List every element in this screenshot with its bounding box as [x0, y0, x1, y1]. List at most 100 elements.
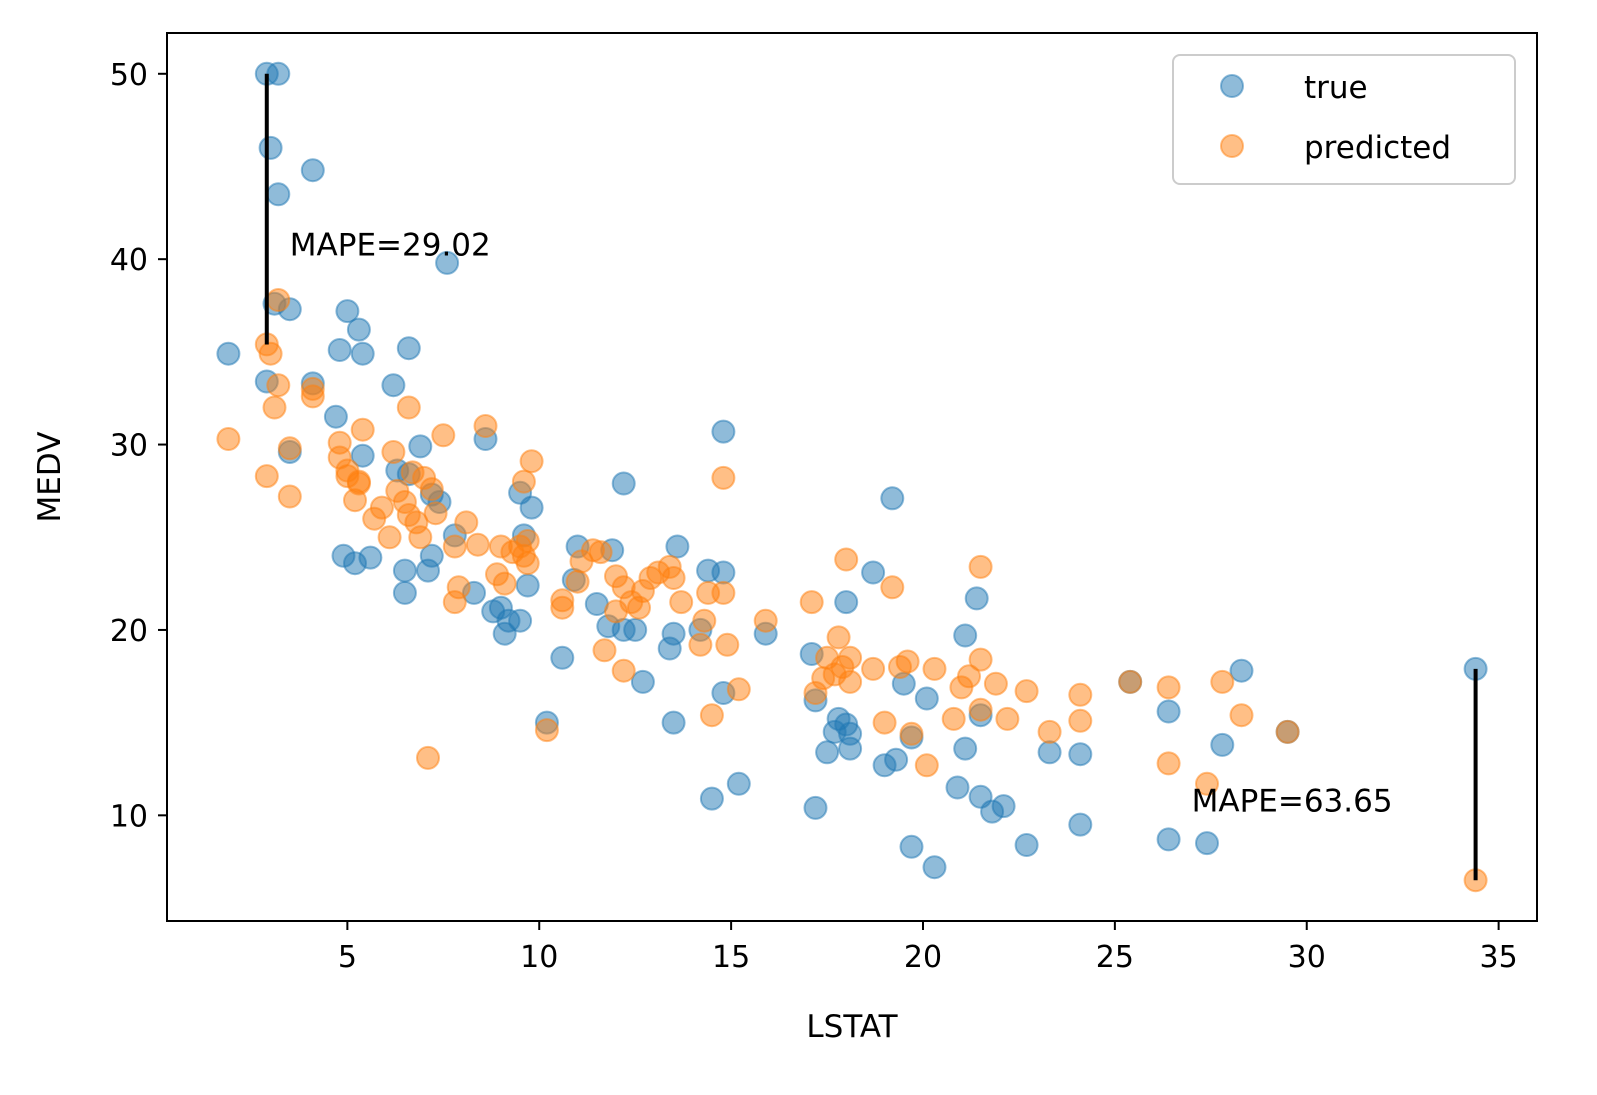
point-predicted-10 — [300, 384, 325, 409]
point-true-83 — [899, 834, 924, 859]
point-predicted-36 — [446, 575, 471, 600]
point-predicted-61 — [611, 658, 636, 683]
point-predicted-7 — [277, 436, 302, 461]
point-predicted-92 — [880, 575, 905, 600]
legend-marker-true — [1220, 74, 1244, 98]
point-true-69 — [815, 740, 840, 765]
point-true-101 — [1195, 831, 1219, 856]
annotations: MAPE=29.02 MAPE=63.65 — [290, 227, 1393, 819]
point-true-102 — [1210, 732, 1235, 757]
point-predicted-78 — [726, 677, 751, 702]
point-predicted-98 — [941, 706, 966, 731]
legend-label-predicted: predicted — [1304, 130, 1451, 166]
point-predicted-57 — [588, 540, 613, 565]
point-true-13 — [396, 336, 421, 361]
point-predicted-108 — [1068, 682, 1093, 707]
point-true-103 — [1229, 658, 1254, 683]
point-predicted-95 — [899, 721, 924, 746]
y-axis-label: MEDV — [32, 432, 68, 523]
point-predicted-54 — [565, 569, 590, 594]
point-true-45 — [508, 608, 533, 633]
x-tick-label-15: 15 — [712, 940, 750, 975]
point-predicted-113 — [1195, 771, 1219, 796]
legend-marker-predicted — [1220, 134, 1244, 158]
point-true-88 — [953, 623, 978, 648]
point-predicted-29 — [408, 525, 433, 550]
point-predicted-0 — [216, 427, 241, 451]
legend: true predicted — [1172, 54, 1516, 185]
point-true-87 — [953, 736, 978, 761]
point-true-56 — [661, 621, 686, 646]
data-points — [216, 61, 1488, 893]
point-predicted-37 — [454, 510, 479, 535]
point-true-10 — [346, 317, 371, 342]
legend-label-true: true — [1304, 70, 1368, 106]
point-predicted-115 — [1229, 703, 1254, 728]
point-true-4 — [266, 182, 291, 207]
point-true-61 — [550, 645, 575, 670]
point-predicted-80 — [799, 590, 824, 615]
point-predicted-111 — [1156, 675, 1181, 700]
point-true-5 — [300, 158, 325, 183]
point-true-85 — [922, 855, 947, 880]
point-predicted-8 — [277, 484, 302, 509]
point-predicted-58 — [592, 638, 617, 663]
point-predicted-109 — [1068, 708, 1093, 733]
point-predicted-51 — [534, 718, 559, 743]
point-predicted-112 — [1156, 751, 1181, 776]
x-tick-label-35: 35 — [1480, 940, 1518, 975]
point-predicted-38 — [465, 532, 490, 557]
point-true-77 — [861, 560, 886, 585]
plot-area-frame — [166, 32, 1538, 922]
point-predicted-114 — [1210, 669, 1235, 694]
point-true-9 — [335, 299, 360, 324]
point-true-96 — [1068, 742, 1093, 767]
point-true-16 — [381, 373, 406, 398]
point-true-28 — [519, 495, 544, 520]
point-predicted-74 — [699, 703, 724, 728]
point-predicted-69 — [661, 566, 686, 590]
point-predicted-46 — [511, 469, 536, 494]
error-lines — [264, 73, 1478, 881]
point-true-99 — [1156, 699, 1181, 724]
point-predicted-100 — [957, 664, 981, 689]
y-tick-label-50: 50 — [110, 58, 148, 93]
point-predicted-34 — [442, 534, 467, 559]
point-true-93 — [991, 794, 1016, 819]
point-true-36 — [392, 580, 417, 605]
point-predicted-39 — [473, 414, 498, 438]
point-predicted-79 — [753, 608, 778, 633]
point-predicted-75 — [711, 580, 736, 605]
y-tick-label-20: 20 — [110, 614, 148, 649]
y-tick-label-40: 40 — [110, 243, 148, 278]
point-predicted-103 — [968, 554, 993, 579]
point-true-3 — [258, 135, 283, 160]
point-true-12 — [350, 341, 375, 366]
point-predicted-42 — [492, 571, 517, 596]
point-true-95 — [1037, 740, 1062, 765]
point-predicted-110 — [1118, 669, 1143, 694]
point-true-84 — [914, 686, 939, 711]
point-predicted-71 — [688, 632, 713, 657]
y-tick-label-10: 10 — [110, 799, 148, 834]
point-predicted-102 — [968, 697, 993, 722]
point-predicted-70 — [669, 590, 694, 615]
y-tick-label-30: 30 — [110, 429, 148, 464]
point-true-11 — [327, 338, 352, 362]
point-predicted-33 — [431, 423, 456, 448]
point-predicted-4 — [266, 373, 291, 398]
point-true-2 — [266, 61, 291, 86]
point-predicted-97 — [922, 656, 947, 681]
point-predicted-116 — [1275, 719, 1300, 744]
point-true-89 — [964, 586, 989, 611]
point-true-34 — [358, 545, 383, 570]
point-predicted-2 — [258, 341, 283, 366]
point-predicted-5 — [262, 395, 287, 420]
point-true-59 — [711, 560, 736, 585]
point-true-55 — [665, 534, 690, 559]
point-predicted-85 — [826, 625, 851, 650]
point-true-75 — [834, 590, 859, 615]
point-predicted-18 — [346, 471, 371, 496]
x-axis-ticks: 5 10 15 20 25 30 35 — [338, 921, 1518, 975]
point-predicted-3 — [266, 288, 291, 312]
